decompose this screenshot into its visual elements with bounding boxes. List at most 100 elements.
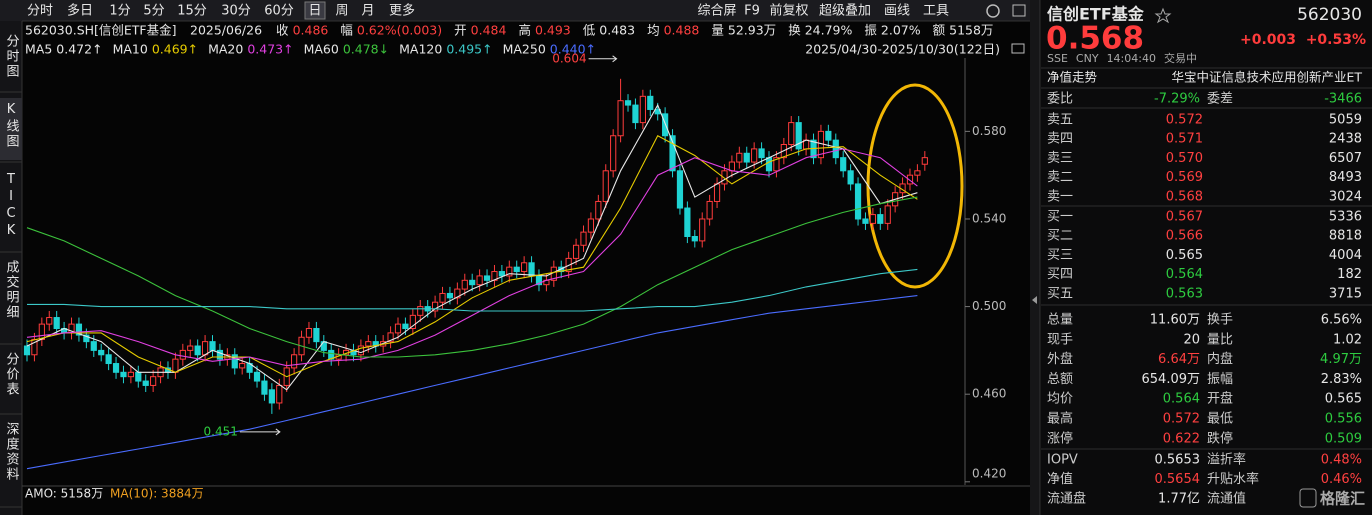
- book-price: 0.568: [1166, 189, 1203, 204]
- period-button[interactable]: 月: [361, 4, 374, 19]
- book-volume: 6507: [1329, 151, 1362, 166]
- candle-body: [788, 122, 795, 146]
- period-button[interactable]: 15分: [177, 4, 207, 19]
- legend-name: MA20: [208, 42, 243, 57]
- stat-label: 流通值: [1207, 491, 1246, 507]
- candle-body: [305, 327, 313, 338]
- stat-label: 涨停: [1047, 430, 1073, 446]
- candle-body: [795, 122, 802, 150]
- candle-body: [239, 363, 246, 369]
- info-value: 0.486: [293, 23, 329, 38]
- candle-body: [75, 323, 83, 336]
- period-button[interactable]: 更多: [389, 3, 415, 19]
- ma-line: [27, 268, 918, 312]
- candle-body: [253, 371, 261, 382]
- candle-body: [706, 200, 713, 220]
- info-value: 52.93万: [728, 23, 776, 38]
- candle-body: [906, 174, 914, 185]
- scrollbar[interactable]: [1030, 0, 1040, 515]
- candle-body: [847, 170, 854, 185]
- stat-value: -7.29%: [1154, 92, 1200, 107]
- side-tab[interactable]: TICK: [4, 172, 19, 240]
- period-button[interactable]: 60分: [264, 4, 294, 19]
- book-price: 0.572: [1166, 113, 1203, 128]
- book-label: 买五: [1047, 286, 1073, 301]
- side-tab[interactable]: 成交明细: [4, 260, 20, 320]
- candle-body: [439, 292, 446, 303]
- favorite-star[interactable]: [1154, 7, 1172, 24]
- candle-body: [313, 327, 320, 343]
- book-label: 卖二: [1047, 170, 1073, 185]
- candle-body: [521, 262, 528, 273]
- candle-body: [639, 95, 646, 124]
- side-tab[interactable]: 分时图: [4, 34, 20, 79]
- info-value: 0.484: [471, 23, 507, 38]
- legend-name: MA120: [399, 42, 442, 57]
- tool-button[interactable]: 前复权: [769, 3, 808, 19]
- book-label: 买一: [1047, 210, 1073, 225]
- min-label: 0.451: [204, 424, 238, 438]
- candle-body: [112, 363, 120, 373]
- candle-body: [877, 214, 884, 224]
- y-tick-label: 0.500: [972, 299, 1006, 313]
- period-button[interactable]: 5分: [143, 4, 164, 19]
- stat-label: 换手: [1207, 313, 1233, 328]
- candle-body: [127, 371, 134, 378]
- window-icon[interactable]: [1012, 4, 1026, 17]
- candle-body: [728, 161, 735, 172]
- stat-value: 0.48%: [1321, 453, 1362, 468]
- settings-icon[interactable]: [986, 4, 1000, 18]
- period-button[interactable]: 30分: [221, 4, 251, 19]
- tool-button[interactable]: F9: [744, 4, 760, 19]
- stat-label: 现手: [1047, 332, 1073, 347]
- candle-body: [721, 170, 728, 185]
- period-button[interactable]: 周: [335, 4, 348, 19]
- book-label: 买二: [1047, 229, 1073, 244]
- side-tab[interactable]: 深度资料: [4, 422, 20, 482]
- candle-body: [602, 170, 609, 202]
- side-tab[interactable]: K线图: [4, 102, 20, 149]
- info-label: 量: [711, 23, 724, 38]
- y-tick-label: 0.580: [972, 124, 1006, 138]
- tool-button[interactable]: 画线: [884, 4, 910, 19]
- period-button[interactable]: 分时: [27, 4, 53, 19]
- candle-body: [921, 157, 928, 165]
- candle-body: [46, 317, 53, 325]
- tool-button[interactable]: 综合屏: [697, 4, 736, 19]
- book-price: 0.563: [1166, 286, 1203, 301]
- info-label: 收: [276, 23, 289, 38]
- stat-value: 1.77亿: [1158, 492, 1200, 507]
- active-period-bg: [304, 1, 326, 20]
- candle-body: [150, 376, 157, 386]
- period-button[interactable]: 多日: [67, 3, 93, 19]
- candle-body: [365, 341, 372, 347]
- status-text: 14:04:40: [1107, 52, 1156, 65]
- legend-value: 0.495↑: [446, 42, 492, 57]
- stat-value: 20: [1183, 332, 1200, 347]
- tool-button[interactable]: 超级叠加: [819, 4, 871, 19]
- candle-body: [90, 341, 97, 351]
- tool-button[interactable]: 工具: [923, 4, 949, 19]
- stat-label: 外盘: [1047, 351, 1073, 367]
- side-tab[interactable]: 分价表: [4, 352, 20, 397]
- candle-body: [446, 292, 454, 299]
- period-button[interactable]: 1分: [109, 4, 130, 19]
- export-icon[interactable]: [1011, 43, 1025, 54]
- nav-trend-link[interactable]: 净值走势: [1047, 70, 1098, 85]
- collapse-arrow[interactable]: [1032, 296, 1037, 304]
- candle-body: [454, 288, 461, 299]
- period-button[interactable]: 日: [308, 4, 321, 19]
- stat-value: 0.622: [1163, 431, 1200, 446]
- candle-body: [498, 271, 505, 277]
- candle-body: [120, 371, 127, 378]
- candle-body: [773, 157, 780, 172]
- candle-body: [201, 341, 209, 356]
- info-label: 额: [933, 23, 946, 38]
- stat-value: 0.509: [1325, 431, 1362, 446]
- stat-label: 跌停: [1207, 430, 1233, 446]
- book-price: 0.571: [1166, 132, 1203, 147]
- legend-value: 0.440↑: [550, 42, 596, 57]
- book-volume: 2438: [1329, 132, 1362, 147]
- candle-body: [580, 231, 587, 246]
- stat-value: 6.64万: [1158, 352, 1200, 367]
